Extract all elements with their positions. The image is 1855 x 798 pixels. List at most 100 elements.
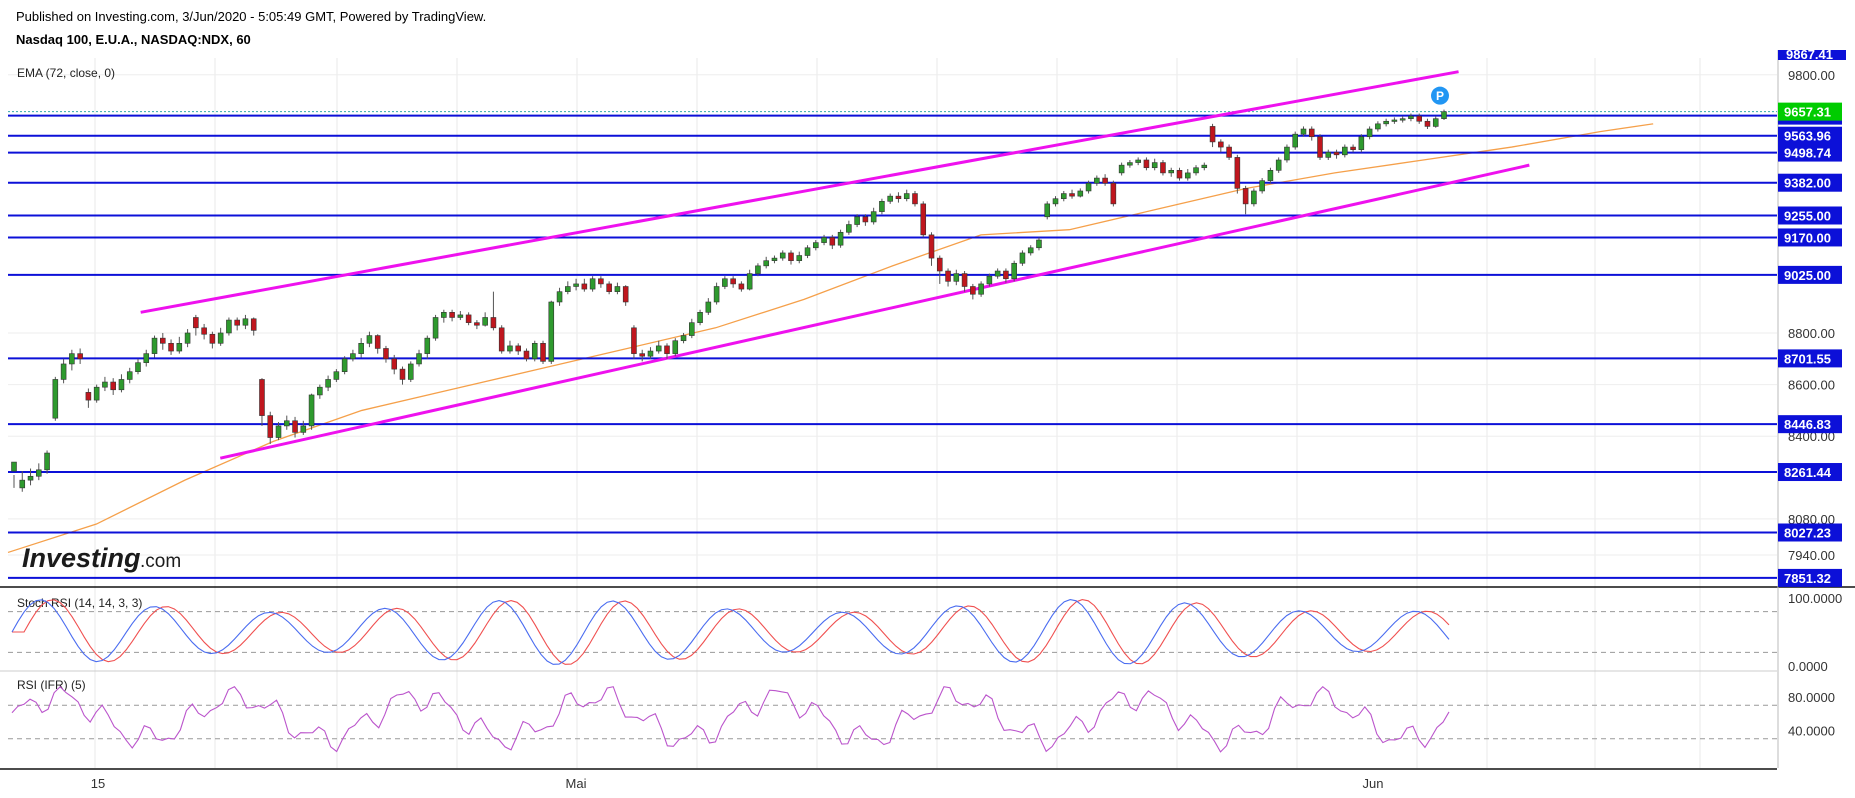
price-tick: 7940.00 bbox=[1788, 548, 1835, 563]
candle-body bbox=[887, 195, 893, 202]
candle-body bbox=[1416, 115, 1422, 122]
candle-body bbox=[821, 237, 827, 243]
candle bbox=[1383, 118, 1389, 127]
candle-body bbox=[779, 252, 786, 259]
candle bbox=[1094, 175, 1100, 186]
candle-body bbox=[1375, 123, 1381, 130]
candle-body bbox=[945, 270, 951, 282]
oscillator-tick: 80.0000 bbox=[1788, 690, 1835, 705]
candle-body bbox=[325, 379, 331, 388]
candle-body bbox=[242, 318, 249, 326]
candle-body bbox=[1391, 119, 1398, 122]
candle bbox=[730, 276, 736, 288]
candle bbox=[474, 320, 480, 330]
candle bbox=[622, 285, 629, 306]
candle bbox=[424, 335, 431, 359]
candle-body bbox=[441, 312, 447, 318]
candle bbox=[507, 340, 513, 354]
candle bbox=[201, 323, 207, 340]
candle bbox=[441, 309, 447, 323]
price-axis[interactable]: 9800.008800.008600.008400.008080.007940.… bbox=[1778, 47, 1846, 738]
candle-body bbox=[722, 278, 728, 287]
candle-body bbox=[903, 193, 910, 200]
candle-body bbox=[771, 257, 778, 261]
candle bbox=[176, 336, 183, 354]
rsi-pane[interactable]: RSI (IFR) (5) bbox=[8, 678, 1777, 753]
candle bbox=[259, 378, 265, 426]
candle-body bbox=[474, 322, 480, 326]
candle-body bbox=[713, 286, 720, 303]
published-info: Published on Investing.com, 3/Jun/2020 -… bbox=[16, 9, 487, 24]
price-tag bbox=[1778, 173, 1842, 192]
candle bbox=[788, 250, 794, 265]
candle-body bbox=[1300, 128, 1307, 135]
candle bbox=[102, 376, 108, 392]
candle-body bbox=[374, 335, 381, 349]
candle-body bbox=[796, 255, 803, 261]
candle bbox=[1399, 116, 1406, 123]
candle-body bbox=[639, 353, 645, 357]
candle-body bbox=[738, 283, 745, 290]
candle bbox=[391, 354, 398, 375]
candle-body bbox=[1019, 252, 1026, 264]
candle-body bbox=[1358, 136, 1365, 150]
candle bbox=[614, 282, 621, 295]
candle bbox=[1424, 118, 1431, 130]
candle bbox=[449, 309, 455, 322]
candle bbox=[209, 331, 216, 349]
price-tag-label: 9025.00 bbox=[1784, 268, 1831, 283]
candle bbox=[118, 374, 125, 393]
candle-body bbox=[1325, 151, 1332, 158]
time-tick: Mai bbox=[566, 776, 587, 791]
candle-body bbox=[1184, 172, 1191, 179]
price-tag-top-label: 9867.41 bbox=[1786, 47, 1833, 62]
candle-body bbox=[399, 368, 406, 380]
candle bbox=[713, 282, 720, 305]
candle-body bbox=[93, 386, 100, 401]
candle bbox=[912, 190, 918, 207]
candle-body bbox=[953, 273, 960, 282]
candle bbox=[350, 349, 356, 362]
candle-body bbox=[1036, 239, 1042, 249]
candle-body bbox=[300, 425, 307, 433]
candle bbox=[1358, 134, 1365, 153]
candle bbox=[738, 281, 745, 292]
time-tick: Jun bbox=[1363, 776, 1384, 791]
candle-body bbox=[1441, 111, 1447, 119]
candle bbox=[52, 376, 59, 421]
candle-body bbox=[937, 257, 943, 272]
candle bbox=[300, 420, 307, 435]
candle bbox=[1160, 159, 1166, 176]
stoch-rsi-pane[interactable]: Stoch RSI (14, 14, 3, 3) bbox=[8, 596, 1777, 665]
candle-body bbox=[589, 278, 596, 290]
candle-body bbox=[416, 353, 422, 365]
candle bbox=[1234, 154, 1241, 194]
candle bbox=[317, 384, 323, 399]
price-tag-label: 8446.83 bbox=[1784, 417, 1831, 432]
candle-body bbox=[631, 327, 637, 354]
candle bbox=[1127, 159, 1133, 168]
time-axis[interactable]: 15 Mai Jun bbox=[91, 776, 1384, 791]
candle-body bbox=[598, 278, 604, 285]
price-tag-label: 9563.96 bbox=[1784, 129, 1831, 144]
candle-body bbox=[829, 237, 836, 246]
price-pane[interactable]: EMA (72, close, 0) P bbox=[7, 66, 1777, 579]
candle-body bbox=[234, 319, 240, 326]
candle-body bbox=[664, 345, 670, 354]
candle-body bbox=[1193, 167, 1199, 174]
candle bbox=[1209, 123, 1216, 148]
candle bbox=[333, 369, 340, 383]
candle bbox=[1027, 245, 1034, 256]
candle-body bbox=[1102, 177, 1108, 184]
candle bbox=[407, 361, 414, 383]
rsi-line bbox=[11, 685, 1450, 753]
candle bbox=[1333, 149, 1340, 159]
candle-body bbox=[383, 348, 389, 360]
candle-body bbox=[1176, 170, 1183, 179]
candle bbox=[540, 340, 546, 364]
candle bbox=[846, 220, 852, 235]
candle bbox=[829, 234, 836, 250]
candle-body bbox=[1234, 157, 1241, 189]
candle bbox=[606, 281, 612, 295]
